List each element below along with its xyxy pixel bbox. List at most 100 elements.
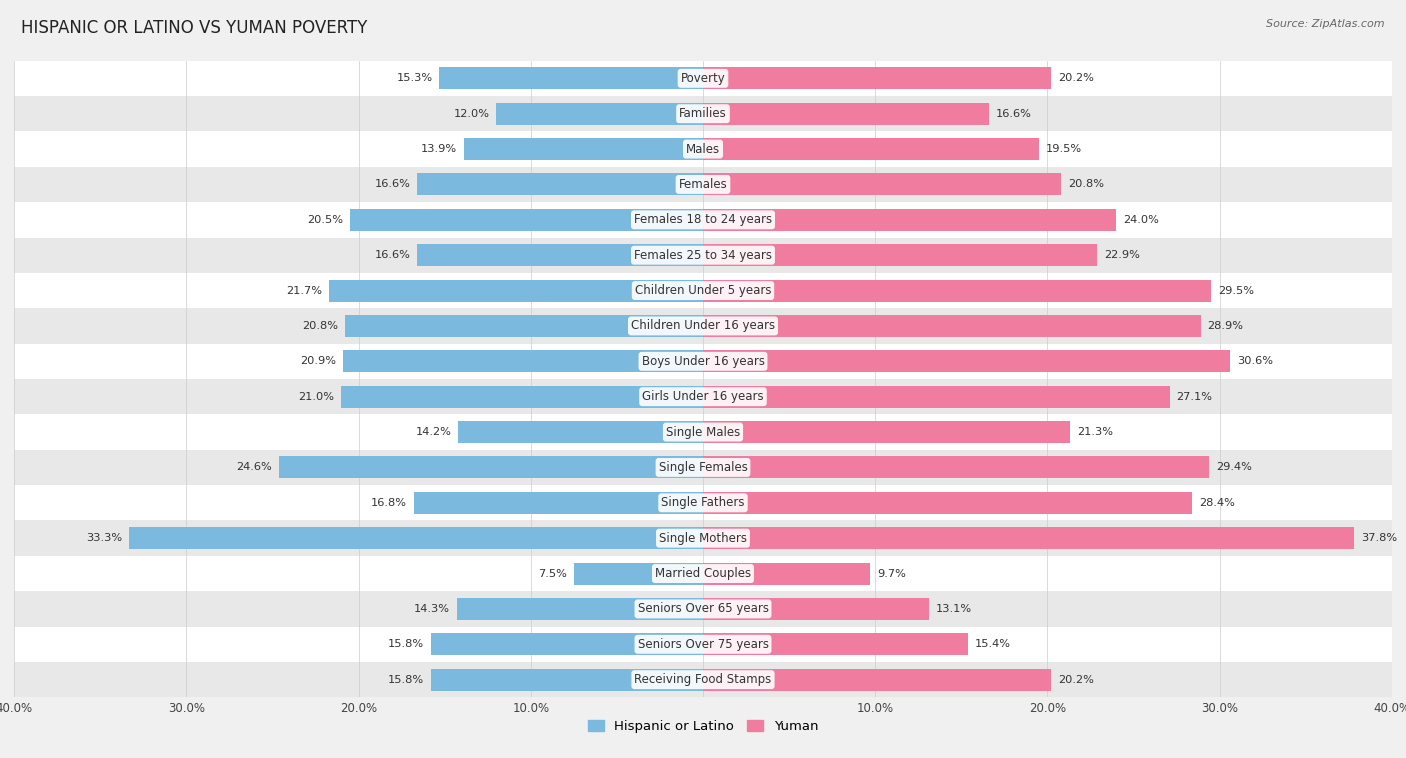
Text: Children Under 16 years: Children Under 16 years: [631, 319, 775, 333]
Text: 20.8%: 20.8%: [302, 321, 337, 331]
Bar: [14, 485, 1392, 521]
Bar: [280, 456, 703, 478]
Text: 13.1%: 13.1%: [935, 604, 972, 614]
Text: 28.9%: 28.9%: [1208, 321, 1244, 331]
Text: 21.7%: 21.7%: [287, 286, 322, 296]
Bar: [14, 131, 1392, 167]
Bar: [430, 669, 703, 691]
Text: Females 18 to 24 years: Females 18 to 24 years: [634, 213, 772, 227]
Bar: [14, 61, 1392, 96]
Bar: [703, 634, 969, 655]
Text: 24.0%: 24.0%: [1123, 215, 1159, 225]
Bar: [14, 237, 1392, 273]
Bar: [14, 415, 1392, 449]
Text: 29.4%: 29.4%: [1216, 462, 1253, 472]
Text: 20.8%: 20.8%: [1069, 180, 1104, 190]
Text: 21.3%: 21.3%: [1077, 427, 1112, 437]
Text: 14.3%: 14.3%: [413, 604, 450, 614]
Text: 20.5%: 20.5%: [307, 215, 343, 225]
Text: 22.9%: 22.9%: [1104, 250, 1140, 260]
Text: Children Under 5 years: Children Under 5 years: [634, 284, 772, 297]
Bar: [440, 67, 703, 89]
Bar: [14, 273, 1392, 309]
Bar: [457, 598, 703, 620]
Bar: [350, 209, 703, 230]
Bar: [703, 456, 1209, 478]
Text: 14.2%: 14.2%: [416, 427, 451, 437]
Bar: [703, 174, 1062, 196]
Bar: [14, 449, 1392, 485]
Text: 16.6%: 16.6%: [374, 180, 411, 190]
Bar: [14, 309, 1392, 343]
Bar: [703, 669, 1050, 691]
Text: Girls Under 16 years: Girls Under 16 years: [643, 390, 763, 403]
Text: 13.9%: 13.9%: [420, 144, 457, 154]
Text: Seniors Over 65 years: Seniors Over 65 years: [637, 603, 769, 615]
Text: Females: Females: [679, 178, 727, 191]
Text: 15.3%: 15.3%: [396, 74, 433, 83]
Text: 20.2%: 20.2%: [1057, 74, 1094, 83]
Bar: [14, 556, 1392, 591]
Bar: [14, 627, 1392, 662]
Text: 19.5%: 19.5%: [1046, 144, 1081, 154]
Bar: [129, 528, 703, 549]
Text: Single Mothers: Single Mothers: [659, 531, 747, 545]
Text: Single Females: Single Females: [658, 461, 748, 474]
Text: 20.2%: 20.2%: [1057, 675, 1094, 684]
Bar: [329, 280, 703, 302]
Bar: [430, 634, 703, 655]
Bar: [14, 379, 1392, 415]
Text: 15.4%: 15.4%: [976, 639, 1011, 650]
Text: Boys Under 16 years: Boys Under 16 years: [641, 355, 765, 368]
Bar: [418, 174, 703, 196]
Bar: [703, 492, 1192, 514]
Text: 15.8%: 15.8%: [388, 639, 425, 650]
Bar: [703, 103, 988, 124]
Text: 20.9%: 20.9%: [299, 356, 336, 366]
Bar: [342, 386, 703, 408]
Text: 7.5%: 7.5%: [538, 568, 567, 578]
Text: Males: Males: [686, 143, 720, 155]
Text: 27.1%: 27.1%: [1177, 392, 1212, 402]
Bar: [14, 96, 1392, 131]
Bar: [703, 315, 1201, 337]
Bar: [344, 315, 703, 337]
Bar: [14, 343, 1392, 379]
Bar: [14, 167, 1392, 202]
Bar: [496, 103, 703, 124]
Text: 16.8%: 16.8%: [371, 498, 406, 508]
Text: Receiving Food Stamps: Receiving Food Stamps: [634, 673, 772, 686]
Bar: [458, 421, 703, 443]
Text: Married Couples: Married Couples: [655, 567, 751, 580]
Bar: [703, 598, 928, 620]
Text: Single Fathers: Single Fathers: [661, 496, 745, 509]
Text: 30.6%: 30.6%: [1237, 356, 1272, 366]
Bar: [703, 528, 1354, 549]
Text: 33.3%: 33.3%: [86, 533, 122, 543]
Bar: [413, 492, 703, 514]
Text: 16.6%: 16.6%: [995, 108, 1032, 119]
Bar: [703, 350, 1230, 372]
Text: Females 25 to 34 years: Females 25 to 34 years: [634, 249, 772, 262]
Bar: [14, 521, 1392, 556]
Bar: [418, 244, 703, 266]
Bar: [703, 386, 1170, 408]
Bar: [703, 244, 1098, 266]
Text: 15.8%: 15.8%: [388, 675, 425, 684]
Text: Poverty: Poverty: [681, 72, 725, 85]
Bar: [464, 138, 703, 160]
Bar: [14, 591, 1392, 627]
Bar: [703, 138, 1039, 160]
Bar: [703, 280, 1211, 302]
Text: 37.8%: 37.8%: [1361, 533, 1398, 543]
Text: Single Males: Single Males: [666, 425, 740, 439]
Text: HISPANIC OR LATINO VS YUMAN POVERTY: HISPANIC OR LATINO VS YUMAN POVERTY: [21, 19, 367, 37]
Bar: [14, 662, 1392, 697]
Text: 21.0%: 21.0%: [298, 392, 335, 402]
Text: 24.6%: 24.6%: [236, 462, 273, 472]
Text: Families: Families: [679, 107, 727, 121]
Bar: [703, 562, 870, 584]
Text: 16.6%: 16.6%: [374, 250, 411, 260]
Text: 28.4%: 28.4%: [1199, 498, 1234, 508]
Text: 9.7%: 9.7%: [877, 568, 905, 578]
